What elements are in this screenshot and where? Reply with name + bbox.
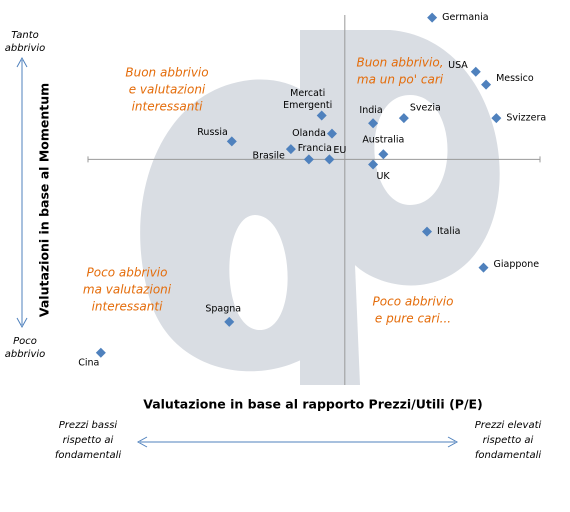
point-label: Svezia <box>410 103 441 114</box>
y-low-label: Poco <box>13 336 37 347</box>
y-arrow-heads <box>16 56 28 329</box>
point-label: Olanda <box>292 128 326 139</box>
point <box>398 113 409 124</box>
point <box>470 66 481 77</box>
point-label: Australia <box>362 135 404 146</box>
point <box>481 79 492 90</box>
point-label: Francia <box>298 143 332 154</box>
x-high-label: fondamentali <box>475 450 542 461</box>
point <box>226 136 237 147</box>
point <box>491 113 502 124</box>
y-low-label: abbrivio <box>5 349 46 360</box>
x-arrow-heads <box>136 436 459 448</box>
point-label: Giappone <box>494 259 540 270</box>
point <box>285 144 296 155</box>
point <box>303 154 314 165</box>
point <box>95 347 106 358</box>
x-high-label: Prezzi elevati <box>475 420 542 431</box>
x-high-label: rispetto ai <box>483 435 534 446</box>
point <box>224 316 235 327</box>
y-axis-title: Valutazioni in base al Momentum <box>37 83 52 317</box>
point <box>478 262 489 273</box>
point <box>422 226 432 237</box>
logo <box>140 30 500 385</box>
point-label: Italia <box>437 226 460 237</box>
annotation: Buon abbrivio, <box>356 56 443 70</box>
point-label: Russia <box>197 127 228 138</box>
point-label: Germania <box>442 12 489 23</box>
point <box>316 110 327 121</box>
point-label: Brasile <box>253 151 285 162</box>
point-label: Mercati <box>290 88 325 99</box>
annotation: e valutazioni <box>129 83 206 97</box>
x-low-label: fondamentali <box>55 450 122 461</box>
annotation: Buon abbrivio <box>125 66 208 80</box>
x-low-label: rispetto ai <box>63 435 114 446</box>
point-label: Emergenti <box>283 100 332 111</box>
annotation: ma un po' cari <box>357 73 444 87</box>
y-high-label: abbrivio <box>5 43 46 54</box>
point-label: Spagna <box>205 303 241 314</box>
point-label: Messico <box>496 73 534 84</box>
x-low-label: Prezzi bassi <box>59 420 118 431</box>
point <box>368 118 379 129</box>
y-high-label: Tanto <box>11 30 39 41</box>
point-label: India <box>359 105 382 116</box>
annotation: interessanti <box>132 100 204 114</box>
annotation: interessanti <box>92 300 164 314</box>
point <box>378 149 389 160</box>
x-axis-title: Valutazione in base al rapporto Prezzi/U… <box>143 397 483 412</box>
annotation: e pure cari... <box>375 312 451 326</box>
point <box>324 154 335 165</box>
annotation: Poco abbrivio <box>87 266 168 280</box>
annotation: Poco abbrivio <box>373 295 454 309</box>
point-label: Svizzera <box>506 113 546 124</box>
point-label: Cina <box>78 357 99 368</box>
point-label: EU <box>333 145 346 156</box>
annotation: ma valutazioni <box>83 283 172 297</box>
point <box>368 159 379 170</box>
point <box>326 128 337 139</box>
point-label: USA <box>448 60 468 71</box>
point-label: UK <box>376 171 390 182</box>
point <box>427 12 438 23</box>
